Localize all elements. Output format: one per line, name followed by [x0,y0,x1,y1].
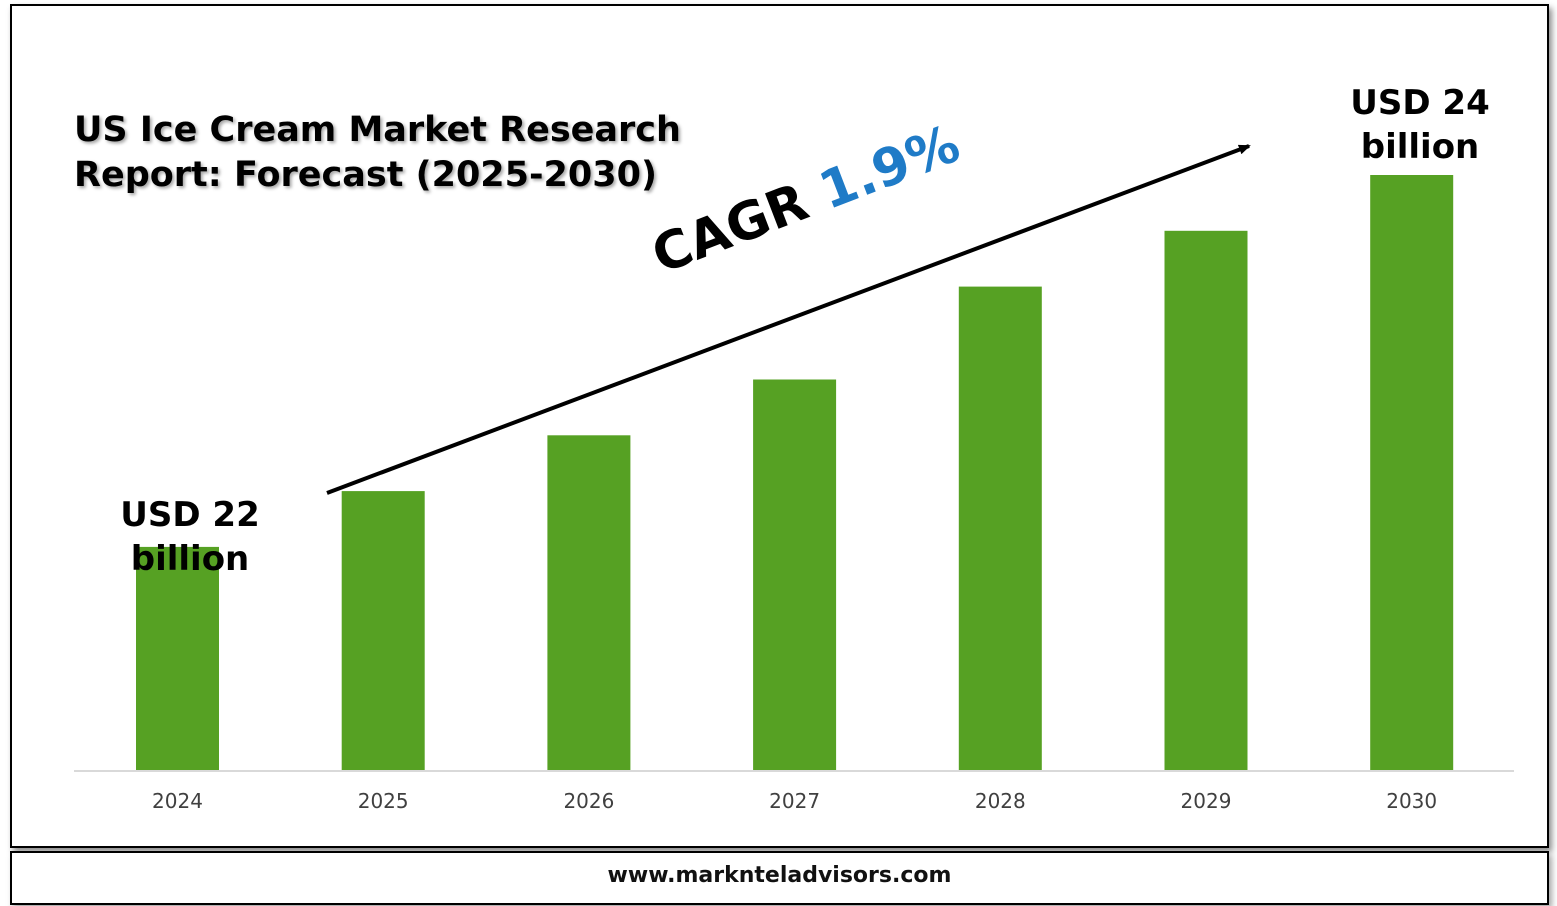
footer-bar: www.marknteladvisors.com [10,851,1549,905]
footer-website: www.marknteladvisors.com [607,863,952,888]
start-value-line2: billion [130,539,250,579]
end-value-line1: USD 24 [1350,83,1490,123]
bar-2025 [341,491,425,770]
bar-2026 [547,435,631,770]
x-tick-label-2029: 2029 [1181,789,1232,813]
bar-2030 [1370,175,1454,770]
x-tick-label-2024: 2024 [152,789,203,813]
bar-2028 [958,286,1042,770]
end-value-line2: billion [1360,127,1480,167]
start-value-line1: USD 22 [120,495,260,535]
x-tick-label-2028: 2028 [975,789,1026,813]
bar-2027 [753,379,837,770]
chart-title: US Ice Cream Market Research Report: For… [74,110,681,195]
x-tick-label-2027: 2027 [769,789,820,813]
bar-2024 [136,546,219,770]
cagr-trend-arrow [326,144,1251,495]
x-tick-label-2025: 2025 [358,789,409,813]
x-axis-ticks: 2024 2025 2026 2027 2028 2029 2030 [152,789,1437,813]
end-value-annotation: USD 24 billion [1325,81,1515,169]
bars-group [136,175,1454,771]
start-value-annotation: USD 22 billion [100,493,280,581]
x-tick-label-2026: 2026 [563,789,614,813]
bar-2029 [1164,230,1248,771]
x-tick-label-2030: 2030 [1386,789,1437,813]
